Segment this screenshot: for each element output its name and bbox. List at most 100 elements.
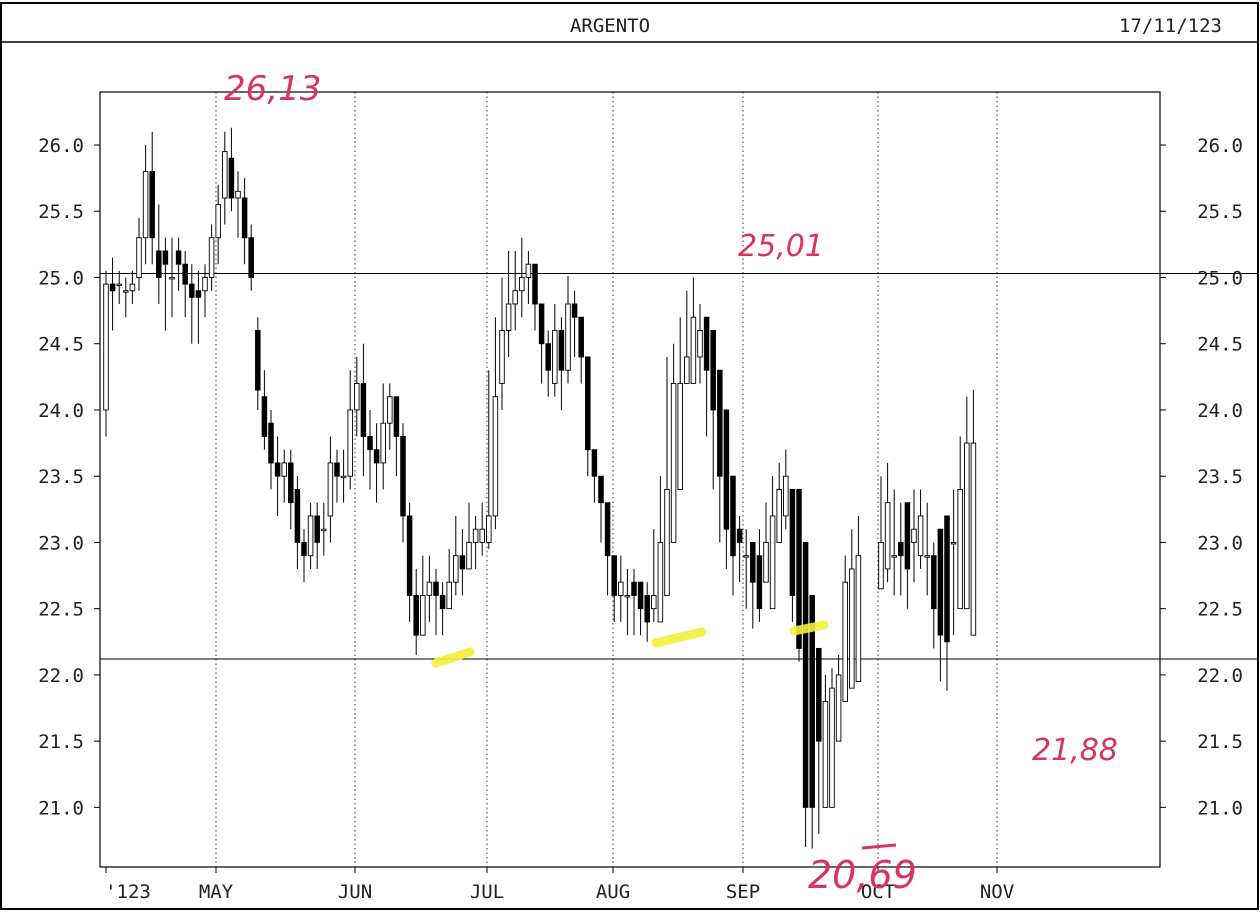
candle-body-down [591, 449, 598, 477]
candle [367, 409, 373, 490]
candle-body-down [730, 475, 736, 557]
x-tick-label: JUN [338, 881, 372, 903]
candle [268, 409, 274, 490]
candle [129, 270, 136, 304]
candle [644, 582, 650, 642]
candle [202, 264, 208, 318]
candle-body-up [970, 442, 977, 636]
candle [911, 489, 917, 583]
highlight-mark [651, 627, 707, 648]
candle [222, 131, 228, 225]
candle-body-up [215, 204, 221, 239]
candle [750, 541, 756, 629]
candle [525, 250, 532, 304]
candle [334, 449, 340, 503]
candle-body-down [631, 581, 637, 596]
candle [492, 317, 499, 530]
highlight-mark [431, 647, 475, 668]
candle-body-up [957, 488, 963, 610]
candle [235, 171, 241, 238]
candle-body-up [769, 515, 776, 610]
candle-body-down [413, 594, 419, 636]
x-tick-label: '123 [105, 881, 151, 903]
candlesticks [103, 127, 977, 849]
candle [931, 542, 937, 649]
x-tick-label: AUG [596, 881, 630, 903]
candle-body-down [189, 283, 195, 298]
candle-body-up [116, 283, 122, 287]
candle-body-down [360, 383, 367, 437]
candle [670, 343, 677, 543]
candle [433, 568, 439, 636]
candle [301, 529, 307, 583]
candle-body-down [538, 303, 545, 345]
candle [189, 264, 195, 344]
candle [354, 356, 360, 437]
candle-body-down [904, 502, 911, 570]
y-tick-label: 25.5 [38, 201, 84, 223]
candle [420, 555, 426, 636]
candle-body-up [664, 488, 670, 596]
candle-body-up [387, 396, 393, 424]
candle [479, 502, 485, 556]
x-tick-label: SEP [726, 881, 760, 903]
candle [723, 409, 730, 569]
candle-body-down [288, 462, 294, 504]
candle-body-down [400, 435, 406, 517]
candle-body-down [796, 488, 802, 649]
candle-body-up [208, 237, 215, 278]
candle-body-down [816, 647, 822, 742]
candle [505, 250, 512, 357]
candle-body-up [624, 594, 631, 598]
candle [664, 356, 670, 596]
candle-body-up [123, 290, 129, 293]
candle [215, 184, 221, 265]
candle-body-up [684, 356, 690, 384]
candle-body-up [321, 528, 327, 532]
candle-body-down [789, 488, 796, 596]
candle-body-up [222, 151, 228, 199]
candle-body-up [651, 594, 657, 610]
candle [472, 515, 479, 569]
candle-body-down [756, 555, 763, 610]
candle [578, 316, 584, 384]
candle-body-down [571, 303, 578, 318]
month-gridlines [215, 92, 998, 867]
candle [512, 250, 518, 331]
candle-body-up [743, 555, 749, 558]
candle-body-up [340, 475, 347, 479]
candle-body-up [835, 674, 842, 742]
candle [598, 475, 604, 543]
candle [327, 436, 334, 543]
x-tick-label: NOV [980, 881, 1014, 903]
candle-body-up [783, 475, 789, 517]
candle-body-up [103, 283, 109, 411]
candle-body-down [182, 263, 188, 285]
y-tick-label-right: 23.5 [1197, 466, 1243, 488]
candle-body-down [314, 515, 320, 543]
candle-body-down [604, 502, 611, 557]
candle [565, 276, 571, 384]
candle-body-up [466, 541, 472, 570]
candle-body-up [354, 383, 360, 411]
y-tick-label-right: 21.0 [1197, 797, 1243, 819]
y-tick-label: 22.5 [38, 599, 84, 621]
candle-body-down [944, 515, 950, 643]
candle [387, 383, 393, 450]
candle-body-down [228, 157, 235, 199]
candle [228, 127, 235, 212]
header-date: 17/11/123 [1119, 15, 1222, 37]
candle [756, 529, 763, 622]
y-tick-label: 21.5 [38, 731, 84, 753]
candle-body-up [512, 290, 518, 305]
candle-body-down [439, 594, 446, 610]
candle [360, 343, 367, 477]
candle [855, 515, 862, 682]
handwritten-annotation: 26,13 [224, 69, 321, 109]
candle-body-up [822, 700, 829, 808]
candle-body-up [142, 171, 149, 239]
y-axis-ticks: 26.0 26.0 25.5 25.5 25.0 25.0 24.5 24.5 24.0 24.0… [38, 135, 1243, 819]
candle-body-up [347, 409, 353, 477]
candle [769, 476, 776, 610]
